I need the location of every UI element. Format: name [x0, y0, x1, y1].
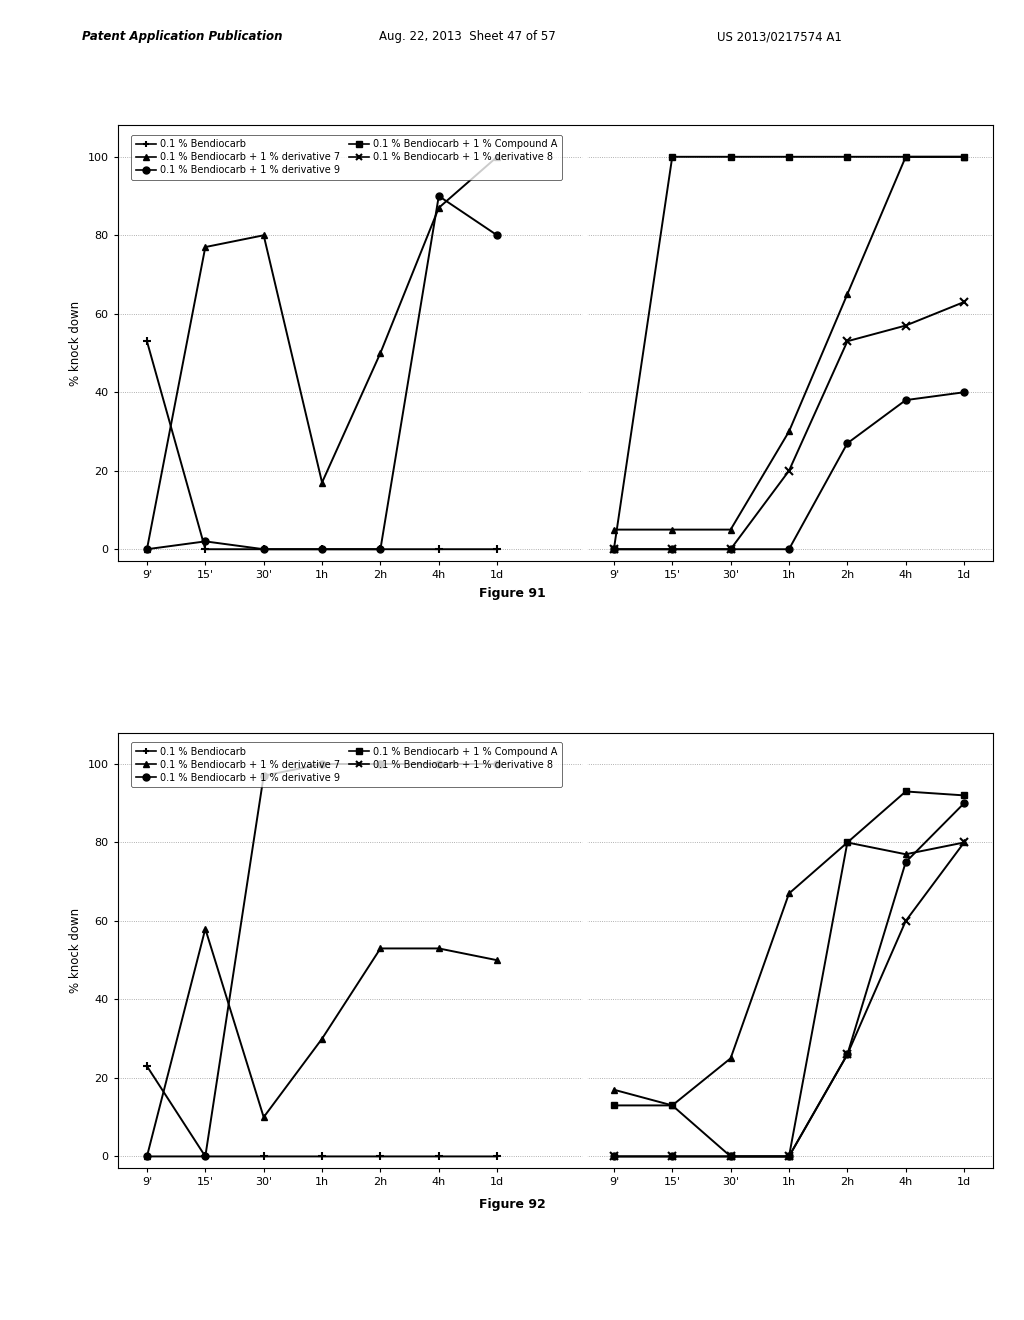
- Text: US 2013/0217574 A1: US 2013/0217574 A1: [717, 30, 842, 44]
- Text: Aug. 22, 2013  Sheet 47 of 57: Aug. 22, 2013 Sheet 47 of 57: [379, 30, 556, 44]
- Text: Figure 92: Figure 92: [478, 1197, 546, 1210]
- Text: Figure 91: Figure 91: [478, 586, 546, 599]
- Y-axis label: % knock down: % knock down: [70, 908, 82, 993]
- Legend: 0.1 % Bendiocarb, 0.1 % Bendiocarb + 1 % derivative 7, 0.1 % Bendiocarb + 1 % de: 0.1 % Bendiocarb, 0.1 % Bendiocarb + 1 %…: [131, 135, 562, 180]
- Legend: 0.1 % Bendiocarb, 0.1 % Bendiocarb + 1 % derivative 7, 0.1 % Bendiocarb + 1 % de: 0.1 % Bendiocarb, 0.1 % Bendiocarb + 1 %…: [131, 742, 562, 787]
- Text: Patent Application Publication: Patent Application Publication: [82, 30, 283, 44]
- Y-axis label: % knock down: % knock down: [70, 301, 82, 385]
